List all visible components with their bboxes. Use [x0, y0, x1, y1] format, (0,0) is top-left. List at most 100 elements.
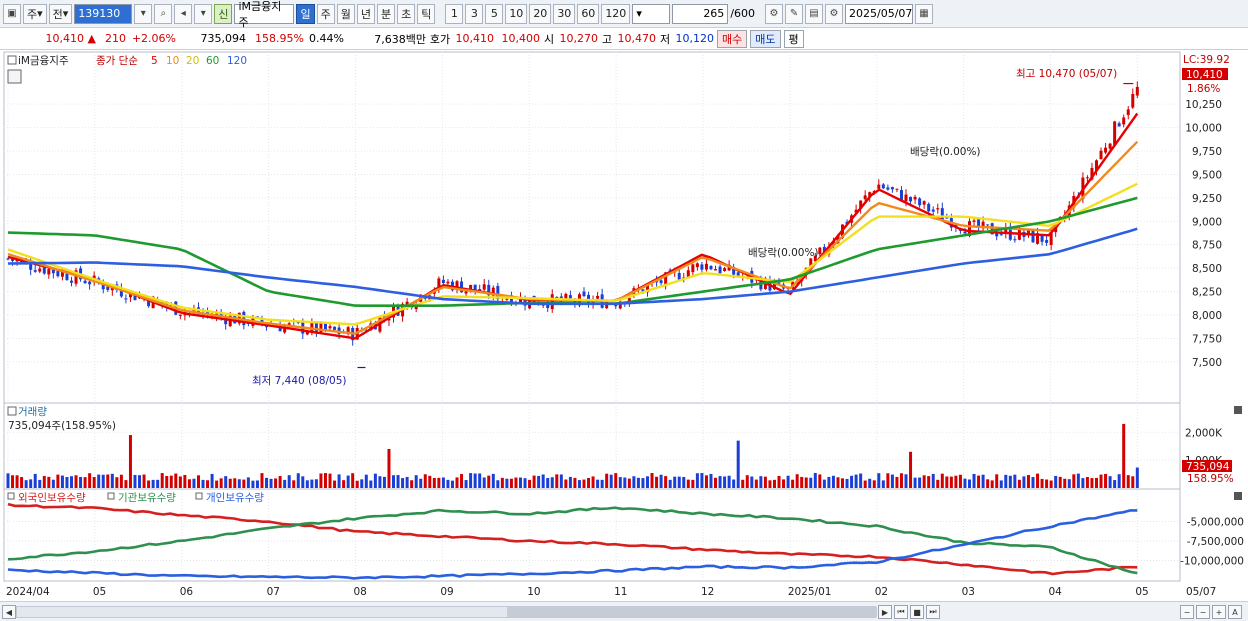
scroll-right-icon[interactable]: ▶: [878, 605, 892, 619]
candle-body: [668, 269, 672, 271]
volume-bar: [88, 473, 92, 488]
interval-60[interactable]: 60: [577, 3, 600, 24]
volume-current-text: 735,094주(158.95%): [8, 420, 116, 432]
scroll-track[interactable]: [16, 606, 877, 618]
scroll-last-icon[interactable]: ⏭: [926, 605, 940, 619]
gear-icon[interactable]: ⚙: [825, 3, 844, 24]
volume-bar: [274, 478, 278, 488]
volume-bar: [1045, 479, 1049, 488]
volume-bar: [265, 477, 269, 488]
interval-custom-input[interactable]: ▾: [632, 3, 671, 24]
speaker-dropdown-icon[interactable]: ▾: [194, 3, 213, 24]
calculator-icon[interactable]: [7, 69, 22, 84]
scroll-left-icon[interactable]: ◀: [2, 605, 16, 619]
time-scrollbar[interactable]: ◀ ▶ ⏮ ■ ⏭ − − + A: [0, 601, 1248, 621]
interval-5[interactable]: 5: [485, 3, 504, 24]
volume-panel-frame: [3, 402, 1181, 490]
prev-button[interactable]: 전 ▾: [48, 3, 73, 24]
volume-bar: [931, 473, 935, 488]
price-tick-label: 8,250: [1192, 287, 1222, 299]
date-input[interactable]: 2025/05/07: [845, 3, 914, 24]
interval-120[interactable]: 120: [601, 3, 631, 24]
volume-pct-tag-text: 158.95%: [1187, 473, 1234, 485]
draw-tool-icon[interactable]: ✎: [785, 3, 804, 24]
scroll-first-icon[interactable]: ⏮: [894, 605, 908, 619]
scroll-stop-icon[interactable]: ■: [910, 605, 924, 619]
stock-chart[interactable]: 7,500 7,750 8,000 8,250 8,500 8,750 9,000 9,250…: [0, 50, 1248, 601]
volume-bar: [859, 473, 863, 488]
candle-body: [1040, 234, 1044, 242]
candle-body: [691, 264, 695, 273]
search-icon[interactable]: ⌕: [154, 3, 173, 24]
x-tick-label: 05: [93, 586, 106, 598]
volume-bar: [219, 478, 223, 488]
interval-20[interactable]: 20: [529, 3, 552, 24]
zoom-minus-icon[interactable]: −: [1196, 605, 1210, 619]
volume-bar: [786, 475, 790, 488]
candle-body: [863, 195, 867, 200]
period-tab-minute[interactable]: 분: [376, 3, 396, 24]
candle-body: [283, 325, 287, 333]
volume-bar: [899, 473, 903, 488]
volume-bar: [1067, 479, 1071, 488]
volume-ratio: 158.95%: [255, 32, 304, 45]
calendar-icon[interactable]: ▦: [915, 3, 934, 24]
save-icon[interactable]: ▤: [805, 3, 824, 24]
institution-legend: 기관보유수량: [118, 492, 176, 504]
scroll-thumb[interactable]: [507, 607, 877, 617]
period-tab-tick[interactable]: 틱: [417, 3, 436, 24]
interval-3[interactable]: 3: [465, 3, 484, 24]
volume-tick-label: 2,000K: [1185, 427, 1223, 439]
candle-body: [881, 184, 885, 189]
volume-bar: [541, 474, 545, 488]
volume-menu-icon[interactable]: [7, 406, 17, 416]
count-input[interactable]: 265: [672, 3, 729, 24]
buy-button[interactable]: 매수: [717, 29, 748, 48]
period-tab-year[interactable]: 년: [356, 3, 375, 24]
volume-bar: [872, 480, 876, 488]
panel-menu-icon[interactable]: [7, 55, 17, 65]
volume-bar: [124, 480, 128, 488]
volume-bar: [723, 476, 727, 488]
candle-body: [518, 297, 522, 303]
volume-bar: [804, 477, 808, 488]
avg-button[interactable]: 평: [783, 29, 804, 48]
volume-bar: [323, 473, 327, 488]
window-icon[interactable]: ▣: [3, 3, 21, 24]
candle-body: [686, 270, 690, 278]
chart-settings-icon[interactable]: ⚙: [765, 3, 784, 24]
candle-body: [305, 331, 309, 335]
volume-bar: [596, 479, 600, 488]
current-price-tag-text: 10,410: [1186, 69, 1223, 81]
volume-bar: [305, 480, 309, 488]
volume-bar: [1022, 476, 1026, 488]
volume-bar: [283, 479, 287, 488]
period-tab-second[interactable]: 초: [397, 3, 416, 24]
stock-name-field[interactable]: iM금융지주: [234, 0, 295, 29]
stock-code-input[interactable]: 139130: [74, 3, 133, 24]
period-main-select[interactable]: 주 ▾: [23, 3, 47, 24]
volume-bar: [147, 480, 151, 488]
interval-1[interactable]: 1: [445, 3, 464, 24]
dropdown-icon[interactable]: ▾: [134, 3, 153, 24]
interval-10[interactable]: 10: [505, 3, 528, 24]
x-tick-label: 05: [1135, 586, 1148, 598]
period-tab-week[interactable]: 주: [316, 3, 335, 24]
period-tab-month[interactable]: 월: [336, 3, 355, 24]
sell-button[interactable]: 매도: [750, 29, 781, 48]
speaker-icon[interactable]: ◂: [174, 3, 193, 24]
new-badge-button[interactable]: 신: [214, 3, 233, 24]
institution-legend-icon: [107, 492, 115, 500]
zoom-plus-icon[interactable]: +: [1212, 605, 1226, 619]
font-size-icon[interactable]: A: [1228, 605, 1242, 619]
zoom-out-icon[interactable]: −: [1180, 605, 1194, 619]
period-tab-day[interactable]: 일: [296, 3, 315, 24]
candle-body: [986, 224, 990, 226]
volume-bar: [183, 475, 187, 488]
candle-body: [192, 309, 196, 312]
interval-30[interactable]: 30: [553, 3, 576, 24]
volume-close-icon[interactable]: [1234, 406, 1242, 414]
volume-bar: [949, 476, 953, 488]
candle-body: [265, 326, 269, 328]
holdings-close-icon[interactable]: [1234, 492, 1242, 500]
